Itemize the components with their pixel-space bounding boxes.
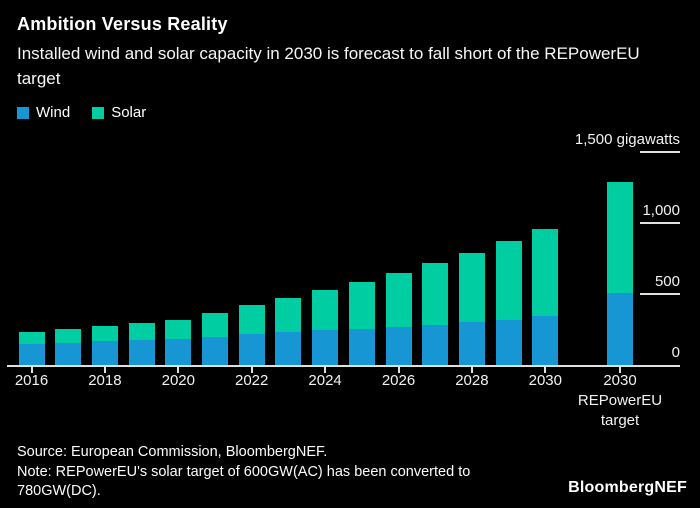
y-tick-1500: [640, 151, 680, 153]
y-tick-1000: [640, 222, 680, 224]
bar-2030-repowereu-target-wind: [607, 292, 633, 365]
x-tick-2018: [103, 367, 106, 373]
y-label-500: 500: [654, 273, 680, 290]
legend-item-solar: Solar: [92, 104, 146, 121]
x-tick-2024: [324, 367, 327, 373]
legend-label-solar: Solar: [111, 104, 147, 121]
bar-2024-solar: [312, 290, 339, 331]
bar-2029-solar: [495, 241, 522, 320]
bar-2022-solar: [238, 305, 265, 335]
bar-2023-wind: [275, 332, 302, 365]
bar-2027-wind: [422, 325, 449, 365]
x-label-2022: 2022: [235, 372, 269, 389]
legend-item-wind: Wind: [17, 104, 70, 121]
bar-2030-wind: [532, 316, 559, 365]
x-label-target-line-3: target: [600, 412, 640, 429]
x-tick-2016: [30, 367, 33, 373]
bar-2028-solar: [458, 252, 485, 323]
note-line-2: 780GW(DC).: [17, 483, 101, 499]
x-tick-2020: [177, 367, 180, 373]
note-line-1: Note: REPowerEU's solar target of 600GW(…: [17, 463, 471, 480]
x-label-2028: 2028: [455, 372, 489, 389]
bar-2022-wind: [238, 334, 265, 365]
x-label-2030: 2030: [528, 372, 562, 389]
bar-2019-solar: [128, 323, 155, 340]
x-tick-2030: [544, 367, 547, 373]
chart-header: Ambition Versus Reality Installed wind a…: [17, 14, 645, 121]
x-label-2026: 2026: [381, 372, 416, 389]
solar-swatch-icon: [92, 106, 105, 119]
x-tick-2030-repowereu-target: [619, 367, 621, 373]
x-label-2020: 2020: [161, 372, 195, 389]
bar-2017-solar: [55, 328, 82, 343]
y-label-1500: 1,500 gigawatts: [574, 131, 680, 148]
source-line: Source: European Commission, BloombergNE…: [17, 444, 328, 460]
chart-footer: Source: European Commission, BloombergNE…: [17, 443, 470, 502]
bar-2028-wind: [458, 322, 485, 365]
x-tick-2028: [470, 367, 473, 373]
bar-2025-wind: [348, 329, 375, 365]
y-label-1000: 1,000: [642, 202, 680, 219]
bar-2027-solar: [422, 263, 449, 326]
page-title: Ambition Versus Reality: [17, 14, 228, 34]
bar-2019-wind: [128, 339, 155, 365]
bar-2026-wind: [385, 327, 412, 365]
bar-2018-wind: [91, 341, 118, 365]
bar-2021-wind: [202, 337, 228, 365]
x-label-2018: 2018: [88, 372, 122, 389]
x-axis-line: [7, 365, 680, 367]
bloombergnef-logo: BloombergNEF: [568, 479, 687, 496]
y-label-0: 0: [671, 344, 680, 361]
chart-subtitle: Installed wind and solar capacity in 203…: [17, 44, 640, 88]
x-label-target-line-2: REPowerEU: [577, 392, 663, 409]
x-tick-2026: [397, 367, 400, 373]
x-label-2016: 2016: [14, 372, 49, 389]
bar-2024-wind: [312, 330, 339, 365]
legend-label-wind: Wind: [36, 104, 71, 121]
x-label-2024: 2024: [308, 372, 342, 389]
y-tick-500: [640, 293, 680, 295]
wind-swatch-icon: [17, 106, 29, 119]
x-tick-2022: [250, 367, 253, 373]
bar-2016-wind: [18, 344, 45, 365]
bar-2025-solar: [348, 281, 375, 330]
bar-2026-solar: [385, 272, 412, 328]
bar-2017-wind: [55, 342, 82, 365]
bar-2021-solar: [202, 312, 228, 338]
x-label-target-line-1: 2030: [603, 372, 637, 389]
bar-2023-solar: [275, 297, 302, 333]
legend: Wind Solar: [17, 104, 645, 121]
bar-2016-solar: [18, 331, 45, 345]
bar-2029-wind: [495, 319, 522, 365]
bar-2020-solar: [165, 319, 192, 339]
bar-2030-solar: [532, 229, 559, 317]
bar-2020-wind: [165, 338, 192, 365]
bar-2030-repowereu-target-solar: [607, 181, 633, 293]
bar-2018-solar: [91, 326, 118, 342]
